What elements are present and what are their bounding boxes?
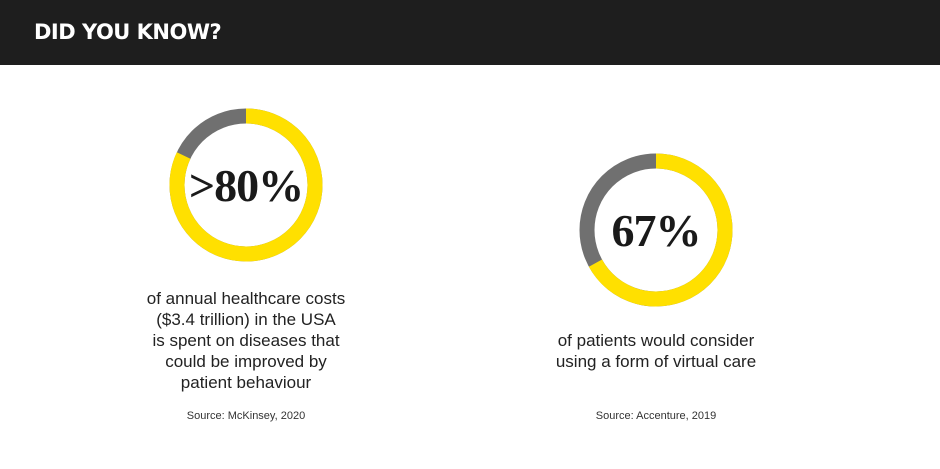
stat-source: Source: McKinsey, 2020 [186,410,306,422]
stat-value: 67% [611,204,702,256]
donut-chart-virtual-care: 67% [576,150,736,310]
description-line: is spent on diseases that [152,331,340,350]
page-title: DID YOU KNOW? [34,20,222,44]
description-line: patient behaviour [180,373,312,392]
description-line: of annual healthcare costs [146,289,346,308]
donut-ring [579,153,733,307]
stat-value: >80% [188,159,304,211]
donut-chart-healthcare-costs: >80% [166,105,326,265]
description-line: of patients would consider [557,331,755,350]
donut-value-segment [169,108,323,262]
header-bar: DID YOU KNOW? [0,0,940,65]
stat-source: Source: Accenture, 2019 [595,410,717,422]
stat-description: of annual healthcare costs ($3.4 trillio… [96,288,396,393]
description-line: could be improved by [165,352,327,371]
description-line: ($3.4 trillion) in the USA [156,310,336,329]
donut-ring [169,108,323,262]
donut-value-segment [579,153,733,307]
stat-description: of patients would consider using a form … [506,330,806,372]
description-line: using a form of virtual care [555,352,757,371]
